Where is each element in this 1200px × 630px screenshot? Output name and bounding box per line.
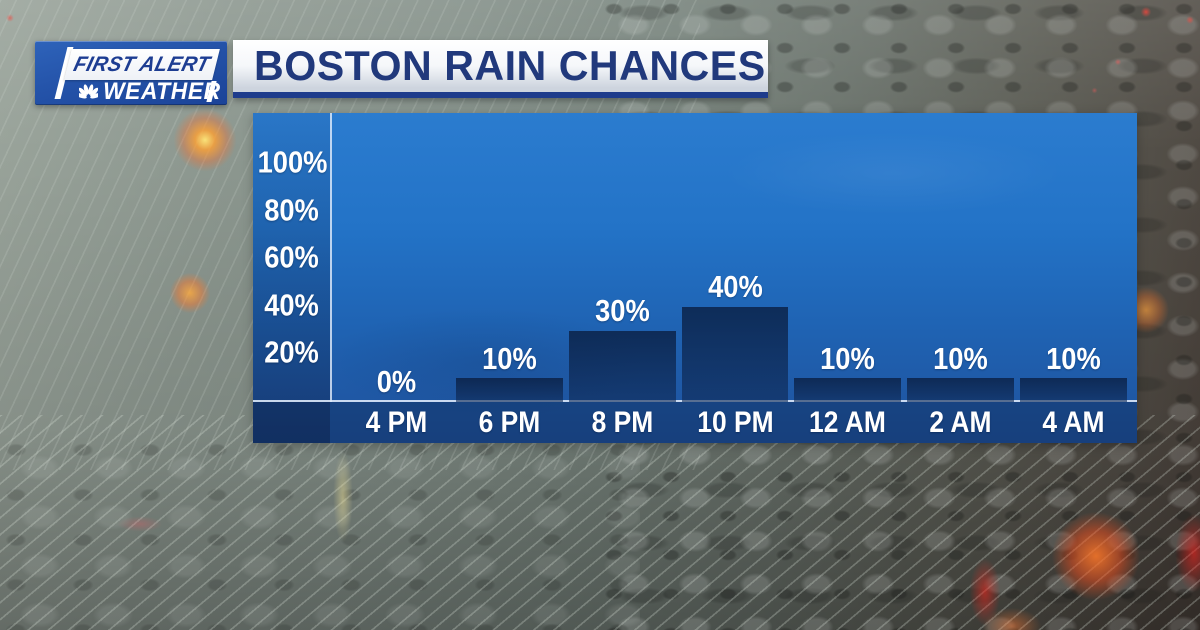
- page-title: BOSTON RAIN CHANCES: [254, 42, 766, 89]
- bar-cell: 10%: [791, 113, 904, 402]
- rain-chance-bar: [568, 330, 676, 402]
- nbc-peacock-icon: [79, 84, 98, 99]
- logo-banner: FIRST ALERT: [64, 49, 220, 80]
- plot-area: 0% 10% 30% 40% 10% 10% 10%: [340, 113, 1130, 402]
- x-axis-strip: [253, 402, 1137, 443]
- bar-value-label: 40%: [707, 269, 763, 305]
- x-tick-label: 4 PM: [365, 405, 428, 439]
- x-axis: 4 PM 6 PM 8 PM 10 PM 12 AM 2 AM 4 AM: [340, 402, 1130, 443]
- y-tick-label: 60%: [264, 239, 319, 275]
- bar-value-label: 30%: [594, 293, 650, 329]
- bar-cell: 10%: [1017, 113, 1130, 402]
- x-tick-label: 12 AM: [809, 405, 887, 439]
- rain-chance-bar: [907, 378, 1015, 402]
- logo-line2: WEATHER: [103, 77, 221, 105]
- first-alert-weather-logo: FIRST ALERT WEATHER: [35, 41, 227, 105]
- x-tick-label: 6 PM: [478, 405, 541, 439]
- y-tick-label: 20%: [264, 334, 319, 370]
- chart-title-bar: BOSTON RAIN CHANCES: [233, 40, 768, 98]
- y-tick-label: 100%: [257, 144, 328, 180]
- bar-cell: 10%: [453, 113, 566, 402]
- bar-value-label: 10%: [481, 340, 537, 376]
- x-tick-label: 4 AM: [1042, 405, 1105, 439]
- y-tick-label: 40%: [264, 287, 319, 322]
- y-axis: 100% 80% 60% 40% 20%: [253, 113, 330, 402]
- x-tick-label: 8 PM: [591, 405, 653, 439]
- rain-chance-bar: [794, 378, 902, 402]
- logo-weather-row: WEATHER: [79, 77, 224, 105]
- bar-value-label: 10%: [1046, 340, 1101, 376]
- rain-chance-chart: 100% 80% 60% 40% 20% 0% 10% 30% 40% 10% 10% 10% 4 …: [253, 113, 1137, 443]
- bar-cell: 30%: [566, 113, 679, 402]
- x-tick-label: 2 AM: [929, 405, 992, 439]
- rain-chance-bar: [681, 307, 789, 402]
- bar-cell: 40%: [679, 113, 792, 402]
- y-axis-line: [330, 113, 332, 402]
- bar-value-label: 10%: [820, 340, 876, 376]
- rain-chance-bar: [455, 378, 563, 402]
- y-tick-label: 80%: [264, 192, 319, 227]
- bar-value-label: 10%: [933, 340, 989, 376]
- x-tick-label: 10 PM: [696, 405, 774, 439]
- y-axis-column: [253, 113, 330, 443]
- bar-cell: 0%: [340, 113, 453, 402]
- logo-line1: FIRST ALERT: [71, 52, 213, 76]
- rain-chance-bar: [1020, 378, 1128, 402]
- bar-cell: 10%: [904, 113, 1017, 402]
- bar-value-label: 0%: [376, 364, 417, 400]
